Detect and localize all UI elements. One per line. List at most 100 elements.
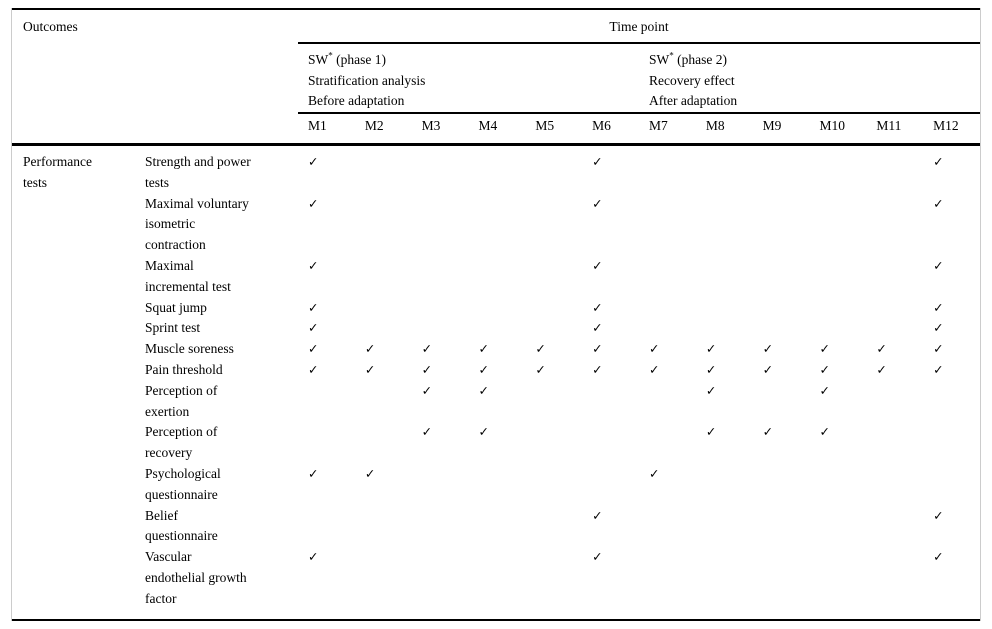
checkmark-icon: ✓ <box>933 299 944 315</box>
check-cell-m12: ✓ <box>923 360 980 381</box>
check-cell-m4: ✓ <box>468 422 525 443</box>
check-cell-m2: ✓ <box>355 339 412 360</box>
outcome-label: Muscle soreness <box>145 341 234 357</box>
checkmark-icon: ✓ <box>308 299 319 315</box>
outcome-label: Maximal incremental test <box>145 257 231 294</box>
check-cell-m1: ✓ <box>298 360 355 381</box>
outcome-label: Belief questionnaire <box>145 507 218 544</box>
checkmark-icon: ✓ <box>478 424 489 440</box>
check-cell-m9: ✓ <box>753 360 810 381</box>
check-cell-m10: ✓ <box>809 339 866 360</box>
table-row: Maximal voluntary isometric contraction ✓… <box>12 194 980 256</box>
top-rule <box>12 8 980 10</box>
checkmark-icon: ✓ <box>592 341 603 357</box>
check-cell-m3: ✓ <box>412 381 469 402</box>
checkmark-icon: ✓ <box>648 361 660 377</box>
check-cell-m7: ✓ <box>639 360 696 381</box>
table-row: Maximal incremental test ✓ ✓ ✓ <box>12 256 980 298</box>
checkmark-icon: ✓ <box>308 361 319 377</box>
check-cell-m1: ✓ <box>298 256 355 277</box>
table-row: Perception of exertion ✓ ✓ ✓ ✓ <box>12 381 980 423</box>
check-cell-m8: ✓ <box>696 422 753 443</box>
check-cell-m12: ✓ <box>923 152 980 173</box>
checkmark-icon: ✓ <box>478 361 489 377</box>
outcome-label: Sprint test <box>145 320 201 336</box>
check-cell-m3: ✓ <box>412 339 469 360</box>
column-header-m3: M3 <box>421 118 441 133</box>
checkmark-icon: ✓ <box>933 549 944 565</box>
checkmark-icon: ✓ <box>648 341 660 357</box>
header-body-divider-rule <box>12 143 980 146</box>
asterisk-superscript: * <box>669 50 674 61</box>
table-row: Muscle soreness ✓ ✓ ✓ ✓ ✓ ✓ ✓ ✓ ✓ ✓ ✓ ✓ <box>12 339 980 360</box>
phase2-subtitle: Recovery effect <box>649 72 735 88</box>
check-cell-m1: ✓ <box>298 194 355 215</box>
check-cell-m1: ✓ <box>298 339 355 360</box>
check-cell-m6: ✓ <box>582 318 639 339</box>
check-cell-m12: ✓ <box>923 318 980 339</box>
check-cell-m6: ✓ <box>582 547 639 568</box>
check-cell-m1: ✓ <box>298 464 355 485</box>
check-cell-m5: ✓ <box>525 339 582 360</box>
group-label: Performance tests <box>23 154 92 190</box>
column-header-m8: M8 <box>705 118 725 133</box>
phase1-subtitle2: Before adaptation <box>308 93 405 109</box>
check-cell-m6: ✓ <box>582 298 639 319</box>
check-cell-m10: ✓ <box>809 360 866 381</box>
phase2-subtitle2: After adaptation <box>649 93 738 109</box>
checkmark-icon: ✓ <box>933 361 944 377</box>
checkmark-icon: ✓ <box>592 361 603 377</box>
checkmark-icon: ✓ <box>308 195 319 211</box>
checkmark-icon: ✓ <box>819 424 830 440</box>
checkmark-icon: ✓ <box>933 320 944 336</box>
table-row: Belief questionnaire ✓ ✓ <box>12 506 980 548</box>
phase1-title: SW* (phase 1) <box>308 50 386 67</box>
outcome-label: Maximal voluntary isometric contraction <box>145 195 249 253</box>
check-cell-m12: ✓ <box>923 339 980 360</box>
checkmark-icon: ✓ <box>819 382 830 398</box>
check-cell-m12: ✓ <box>923 256 980 277</box>
check-cell-m8: ✓ <box>696 381 753 402</box>
checkmark-icon: ✓ <box>308 154 319 169</box>
check-cell-m6: ✓ <box>582 506 639 527</box>
check-cell-m4: ✓ <box>468 360 525 381</box>
check-cell-m1: ✓ <box>298 152 355 173</box>
check-cell-m6: ✓ <box>582 256 639 277</box>
check-cell-m6: ✓ <box>582 152 639 173</box>
checkmark-icon: ✓ <box>308 257 319 273</box>
checkmark-icon: ✓ <box>933 154 944 169</box>
table-row: Squat jump ✓ ✓ ✓ <box>12 298 980 319</box>
outcome-label: Squat jump <box>145 299 207 315</box>
check-cell-m7: ✓ <box>639 339 696 360</box>
check-cell-m4: ✓ <box>468 339 525 360</box>
checkmark-icon: ✓ <box>308 320 319 336</box>
checkmark-icon: ✓ <box>592 195 603 211</box>
outcome-label: Perception of recovery <box>145 424 218 461</box>
checkmark-icon: ✓ <box>364 361 376 377</box>
check-cell-m2: ✓ <box>355 360 412 381</box>
column-header-m1: M1 <box>308 118 327 133</box>
phase2-header: SW* (phase 2) Recovery effect After adap… <box>649 50 737 112</box>
checkmark-icon: ✓ <box>364 341 376 357</box>
timepoint-columns-row: M1 M2 M3 M4 M5 M6 M7 M8 M9 M10 M11 M12 <box>298 118 980 134</box>
check-cell-m11: ✓ <box>866 339 923 360</box>
checkmark-icon: ✓ <box>648 465 660 481</box>
check-cell-m12: ✓ <box>923 506 980 527</box>
check-cell-m1: ✓ <box>298 298 355 319</box>
column-header-m7: M7 <box>648 118 668 133</box>
column-header-m10: M10 <box>819 118 845 133</box>
check-cell-m12: ✓ <box>923 194 980 215</box>
check-cell-m3: ✓ <box>412 360 469 381</box>
table-row: Pain threshold ✓ ✓ ✓ ✓ ✓ ✓ ✓ ✓ ✓ ✓ ✓ ✓ <box>12 360 980 381</box>
study-schedule-table: Outcomes Time point SW* (phase 1) Strati… <box>11 8 981 621</box>
check-cell-m12: ✓ <box>923 547 980 568</box>
table-body: Performance tests Strength and power test… <box>12 146 980 610</box>
checkmark-icon: ✓ <box>364 465 376 481</box>
column-header-m11: M11 <box>876 118 902 133</box>
checkmark-icon: ✓ <box>819 361 830 377</box>
check-cell-m2: ✓ <box>355 464 412 485</box>
phase1-subtitle: Stratification analysis <box>308 72 426 88</box>
checkmark-icon: ✓ <box>478 382 489 398</box>
check-cell-m10: ✓ <box>809 381 866 402</box>
